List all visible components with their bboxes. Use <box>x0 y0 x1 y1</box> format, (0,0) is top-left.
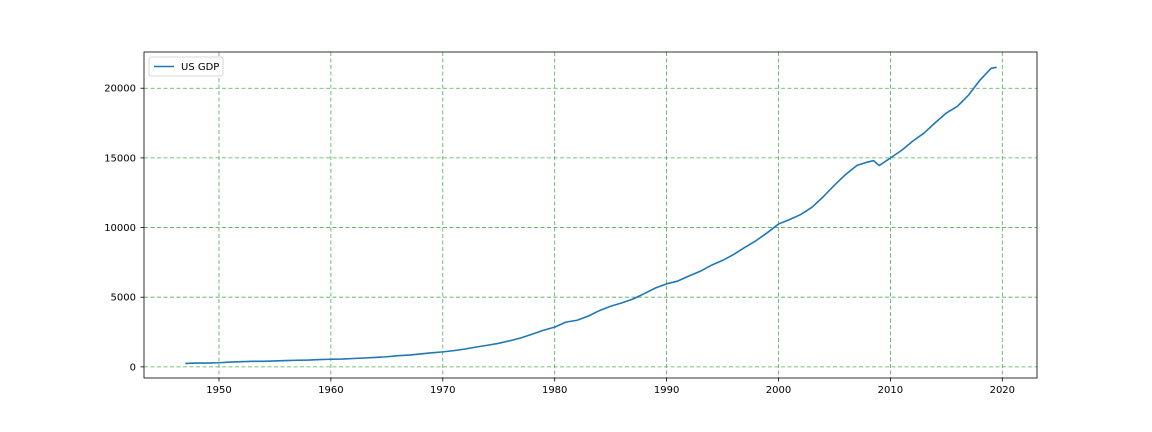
legend: US GDP <box>148 56 224 77</box>
x-tick-label: 2000 <box>766 385 791 396</box>
y-tick-label: 15000 <box>104 153 136 164</box>
y-tick-label: 10000 <box>104 223 136 234</box>
x-tick-label: 1980 <box>542 385 567 396</box>
series-line-us-gdp <box>185 66 997 365</box>
y-tick-label: 0 <box>130 362 136 373</box>
x-tick-label: 2020 <box>990 385 1015 396</box>
y-tick-label: 5000 <box>111 293 136 304</box>
y-tick-label: 20000 <box>104 84 136 95</box>
y-axis-ticks: 0 5000 10000 15000 20000 <box>104 84 144 373</box>
x-tick-label: 1960 <box>318 385 343 396</box>
x-tick-label: 2010 <box>878 385 903 396</box>
legend-label: US GDP <box>181 62 219 73</box>
grid <box>144 52 1037 378</box>
x-tick-label: 1950 <box>206 385 231 396</box>
x-axis-ticks: 1950 1960 1970 1980 1990 2000 2010 2020 <box>206 378 1015 396</box>
x-tick-label: 1990 <box>654 385 679 396</box>
legend-box <box>148 56 224 77</box>
axes-frame <box>143 51 1038 379</box>
series-group <box>185 66 997 365</box>
x-tick-label: 1970 <box>430 385 455 396</box>
